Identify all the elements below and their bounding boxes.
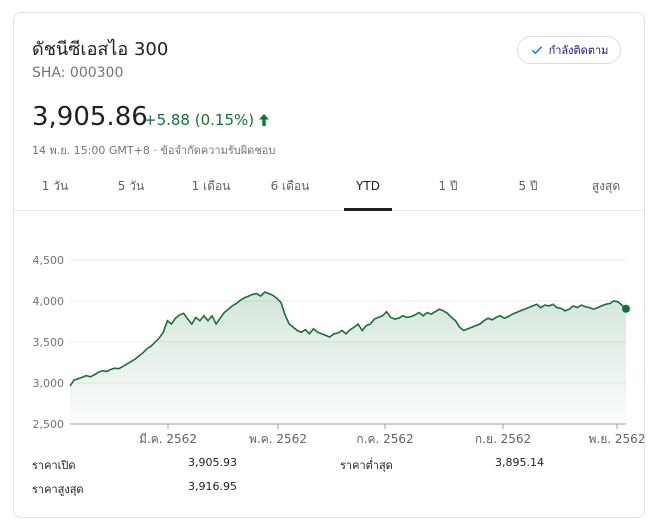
high-label: ราคาสูงสุด (32, 483, 84, 496)
index-title: ดัชนีซีเอสไอ 300 (32, 39, 169, 60)
high-value: 3,916.95 (188, 480, 237, 493)
y-tick-label: 3,000 (33, 377, 65, 390)
follow-button[interactable]: กำลังติดตาม (517, 36, 621, 64)
quote-timestamp: 14 พ.ย. 15:00 GMT+8 · (32, 144, 157, 157)
tab-max[interactable]: สูงสุด (591, 179, 621, 193)
low-value: 3,895.14 (495, 456, 544, 469)
open-label: ราคาเปิด (32, 459, 76, 472)
arrow-up-icon (259, 114, 270, 126)
y-tick-label: 4,500 (33, 254, 65, 267)
tab-5-days[interactable]: 5 วัน (117, 179, 145, 193)
x-tick-label: พ.ค. 2562 (249, 432, 307, 446)
x-tick-label: ก.ย. 2562 (475, 432, 531, 446)
price-change: +5.88 (0.15%) (144, 111, 270, 129)
price-change-text: +5.88 (0.15%) (144, 111, 255, 129)
last-price-dot (622, 304, 630, 313)
price-area (70, 292, 626, 424)
tab-1-day[interactable]: 1 วัน (41, 179, 69, 193)
y-tick-label: 4,000 (33, 295, 65, 308)
current-price: 3,905.86 (32, 102, 148, 132)
ticker-symbol: SHA: 000300 (32, 65, 124, 81)
quote-meta: 14 พ.ย. 15:00 GMT+8 · ข้อจำกัดความรับผิด… (32, 141, 275, 159)
open-value: 3,905.93 (188, 456, 237, 469)
y-tick-label: 2,500 (33, 418, 65, 431)
disclaimer-link[interactable]: ข้อจำกัดความรับผิดชอบ (160, 144, 276, 157)
follow-label: กำลังติดตาม (548, 44, 609, 57)
x-axis-ticks: มี.ค. 2562 พ.ค. 2562 ก.ค. 2562 ก.ย. 2562 พ.ย… (139, 424, 644, 446)
tab-6-months[interactable]: 6 เดือน (270, 179, 310, 193)
x-tick-label: มี.ค. 2562 (139, 432, 197, 446)
y-tick-label: 3,500 (33, 336, 65, 349)
price-line (69, 291, 627, 387)
tab-1-year[interactable]: 1 ปี (438, 179, 458, 193)
tab-1-month[interactable]: 1 เดือน (191, 179, 231, 193)
tab-5-years[interactable]: 5 ปี (518, 179, 538, 193)
y-axis-ticks: 4,500 4,000 3,500 3,000 2,500 (33, 254, 65, 431)
x-tick-label: พ.ย. 2562 (589, 432, 644, 446)
tab-ytd[interactable]: YTD (344, 170, 392, 211)
x-tick-label: ก.ค. 2562 (356, 432, 413, 446)
low-label: ราคาต่ำสุด (340, 459, 393, 472)
checkmark-icon (531, 46, 542, 55)
stock-card: ดัชนีซีเอสไอ 300 SHA: 000300 กำลังติดตาม… (13, 12, 645, 518)
range-tabs: 1 วัน 5 วัน 1 เดือน 6 เดือน YTD 1 ปี 5 ป… (14, 170, 644, 211)
price-chart[interactable]: 4,500 4,000 3,500 3,000 2,500 มี.ค. 2562 พ.ค.… (14, 228, 645, 448)
